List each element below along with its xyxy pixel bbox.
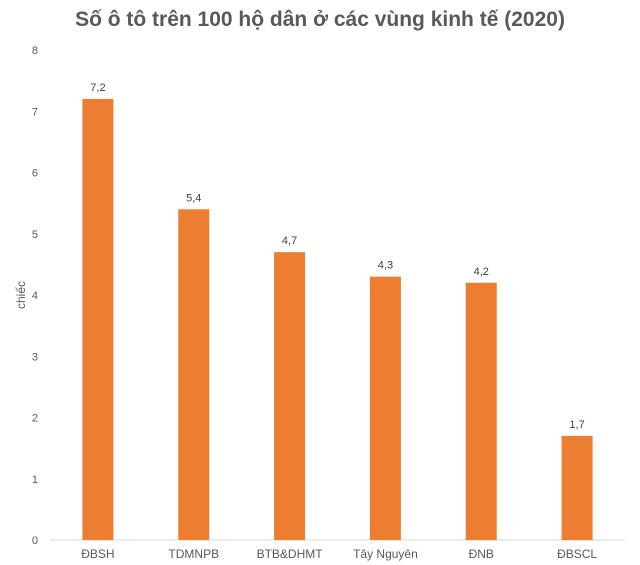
y-axis-label: chiếc	[14, 281, 28, 309]
category-label: ĐNB	[469, 547, 494, 561]
category-label: ĐBSH	[81, 547, 114, 561]
bar	[465, 282, 497, 540]
bar	[561, 435, 593, 540]
bar	[82, 99, 114, 540]
data-label: 4,2	[474, 266, 489, 278]
chart-title: Số ô tô trên 100 hộ dân ở các vùng kinh …	[75, 8, 565, 31]
y-tick-label: 5	[32, 229, 38, 241]
y-tick-label: 8	[32, 45, 38, 57]
bar	[369, 276, 401, 540]
data-label: 4,7	[282, 235, 297, 247]
y-tick-label: 6	[32, 168, 38, 180]
bar	[274, 252, 306, 540]
category-label: TDMNPB	[168, 547, 219, 561]
y-tick-label: 0	[32, 535, 38, 547]
bar	[178, 209, 210, 540]
category-label: Tây Nguyên	[353, 547, 418, 561]
y-tick-label: 4	[32, 290, 38, 302]
data-label: 5,4	[186, 192, 201, 204]
y-tick-label: 2	[32, 413, 38, 425]
data-label: 7,2	[90, 82, 105, 94]
y-tick-label: 1	[32, 474, 38, 486]
category-label: BTB&DHMT	[257, 547, 324, 561]
data-label: 4,3	[378, 260, 393, 272]
data-label: 1,7	[569, 419, 584, 431]
y-tick-label: 3	[32, 351, 38, 363]
category-label: ĐBSCL	[557, 547, 597, 561]
y-tick-label: 7	[32, 106, 38, 118]
